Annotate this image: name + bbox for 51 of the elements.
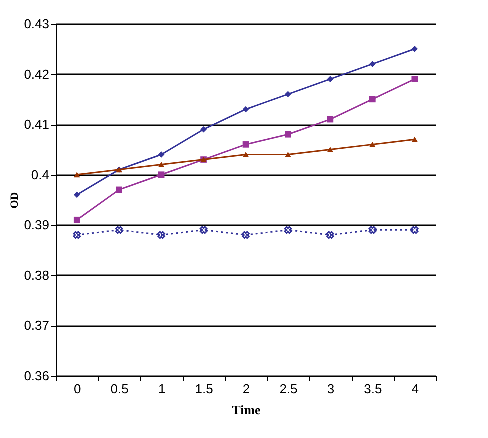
- point: [200, 126, 207, 133]
- y-tick-label: 0.43: [24, 16, 50, 32]
- x-tick-label: 0: [74, 382, 82, 396]
- point: [285, 91, 292, 98]
- point: [368, 226, 377, 234]
- point: [412, 76, 418, 82]
- y-tick-label: 0.41: [24, 117, 50, 132]
- x-tick-label: 1: [158, 382, 166, 396]
- point: [284, 226, 292, 234]
- point: [158, 162, 165, 168]
- point: [411, 226, 419, 234]
- point: [116, 186, 122, 194]
- point: [74, 216, 80, 224]
- point: [242, 142, 250, 148]
- x-tick-label: 2.5: [280, 382, 298, 396]
- point: [74, 172, 80, 178]
- x-tick-label: 3.5: [364, 382, 382, 396]
- point: [285, 131, 292, 138]
- point: [115, 226, 124, 234]
- point: [73, 231, 81, 240]
- point: [242, 106, 250, 113]
- x-tick-label: 4: [412, 382, 420, 396]
- y-tick-label: 0.42: [24, 66, 50, 82]
- point: [200, 226, 208, 234]
- point: [370, 61, 376, 68]
- point: [242, 231, 250, 240]
- y-tick-label: 0.4: [31, 167, 50, 182]
- point: [412, 136, 418, 142]
- point: [285, 152, 292, 158]
- point: [327, 76, 334, 82]
- x-tick-label: 1.5: [195, 382, 214, 396]
- y-tick-label: 0.36: [24, 368, 50, 384]
- x-tick-label: 3: [327, 382, 335, 396]
- point: [74, 192, 80, 198]
- point: [158, 152, 165, 158]
- y-tick-label: 0.38: [24, 268, 50, 283]
- y-tick-label: 0.37: [24, 318, 50, 334]
- point: [370, 96, 376, 103]
- point: [242, 152, 250, 158]
- point: [326, 231, 334, 240]
- x-tick-label: 2: [242, 382, 250, 396]
- point: [327, 116, 334, 123]
- point: [158, 231, 166, 240]
- y-axis-title: OD: [9, 192, 22, 209]
- x-tick-label: 0.5: [110, 382, 129, 396]
- point: [327, 146, 334, 152]
- y-tick-label: 0.39: [24, 218, 50, 233]
- point: [370, 142, 376, 148]
- x-axis-title: Time: [232, 402, 262, 418]
- point: [412, 46, 418, 52]
- point: [158, 172, 165, 178]
